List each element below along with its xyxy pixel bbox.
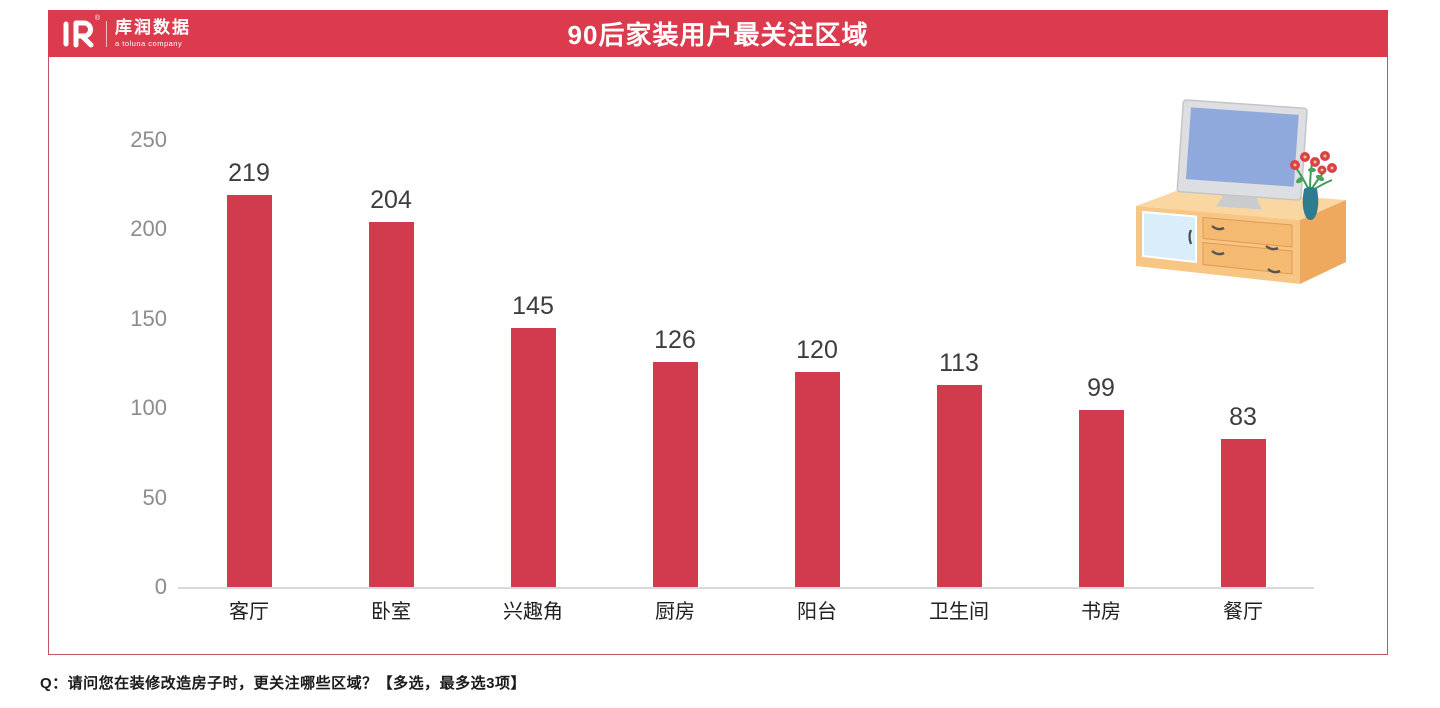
flower-vase [1290, 151, 1337, 220]
bar-group: 204 卧室 [320, 11, 462, 623]
bar [368, 222, 414, 587]
y-tick-label: 100 [130, 395, 167, 421]
tv-cabinet-illustration [1136, 99, 1346, 284]
y-tick-label: 250 [130, 127, 167, 152]
value-label: 99 [1087, 374, 1115, 402]
logo-divider [106, 20, 107, 47]
category-label: 兴趣角 [503, 601, 563, 623]
value-label: 83 [1229, 402, 1257, 431]
logo-company-name: 库润数据 [115, 18, 191, 38]
bar-group: 120 阳台 [746, 11, 888, 623]
y-tick-label: 50 [142, 484, 167, 510]
bar-group: 145 兴趣角 [462, 11, 604, 623]
bar-chart: 0 50 100 150 200 250 219 客厅 204 卧室 145 兴趣角 126 厨房 120… [49, 11, 1387, 654]
bar [794, 372, 840, 587]
category-label: 餐厅 [1223, 601, 1263, 623]
chart-title: 90后家装用户最关注区域 [567, 20, 869, 50]
category-label: 客厅 [229, 601, 269, 623]
plot-area: 219 客厅 204 卧室 145 兴趣角 126 厨房 120 阳台 113 卫生间 99 书房 83 餐厅 [178, 11, 1314, 623]
bar-group: 83 餐厅 [1172, 11, 1314, 623]
logo-tagline: a toluna company [115, 38, 183, 48]
x-axis-line [178, 587, 1314, 589]
category-label: 卫生间 [929, 601, 989, 623]
bar [1220, 438, 1266, 587]
bar [936, 384, 982, 587]
value-label: 219 [228, 159, 270, 188]
kurun-logo: ® 库润数据 a toluna company [62, 10, 191, 57]
category-label: 书房 [1081, 601, 1121, 623]
kurun-logo-mark: ® [62, 14, 100, 51]
value-label: 145 [512, 291, 554, 320]
y-tick-label: 150 [130, 305, 167, 331]
category-label: 卧室 [371, 601, 411, 623]
bar [652, 361, 698, 587]
category-label: 阳台 [797, 601, 837, 623]
bar [226, 195, 272, 587]
bar-group: 113 卫生间 [888, 11, 1030, 623]
y-tick-label: 0 [154, 574, 167, 599]
category-label: 厨房 [655, 601, 695, 623]
bar [510, 327, 556, 587]
header-bar: ® 库润数据 a toluna company 90后家装用户最关注区域 [48, 10, 1388, 57]
report-frame: ® 库润数据 a toluna company 90后家装用户最关注区域 0 50… [48, 10, 1388, 655]
y-tick-label: 200 [130, 216, 167, 242]
value-label: 113 [939, 348, 979, 377]
value-label: 126 [654, 325, 696, 354]
bar [1078, 410, 1124, 587]
survey-question: Q：请问您在装修改造房子时，更关注哪些区域？【多选，最多选3项】 [40, 675, 527, 692]
value-label: 204 [370, 186, 412, 215]
bar-group: 126 厨房 [604, 11, 746, 623]
registered-mark: ® [94, 14, 100, 22]
value-label: 120 [796, 336, 838, 365]
bar-group: 99 书房 [1030, 11, 1172, 623]
logo-r-icon [63, 20, 94, 47]
tv [1176, 99, 1308, 210]
bar-group: 219 客厅 [178, 11, 320, 623]
